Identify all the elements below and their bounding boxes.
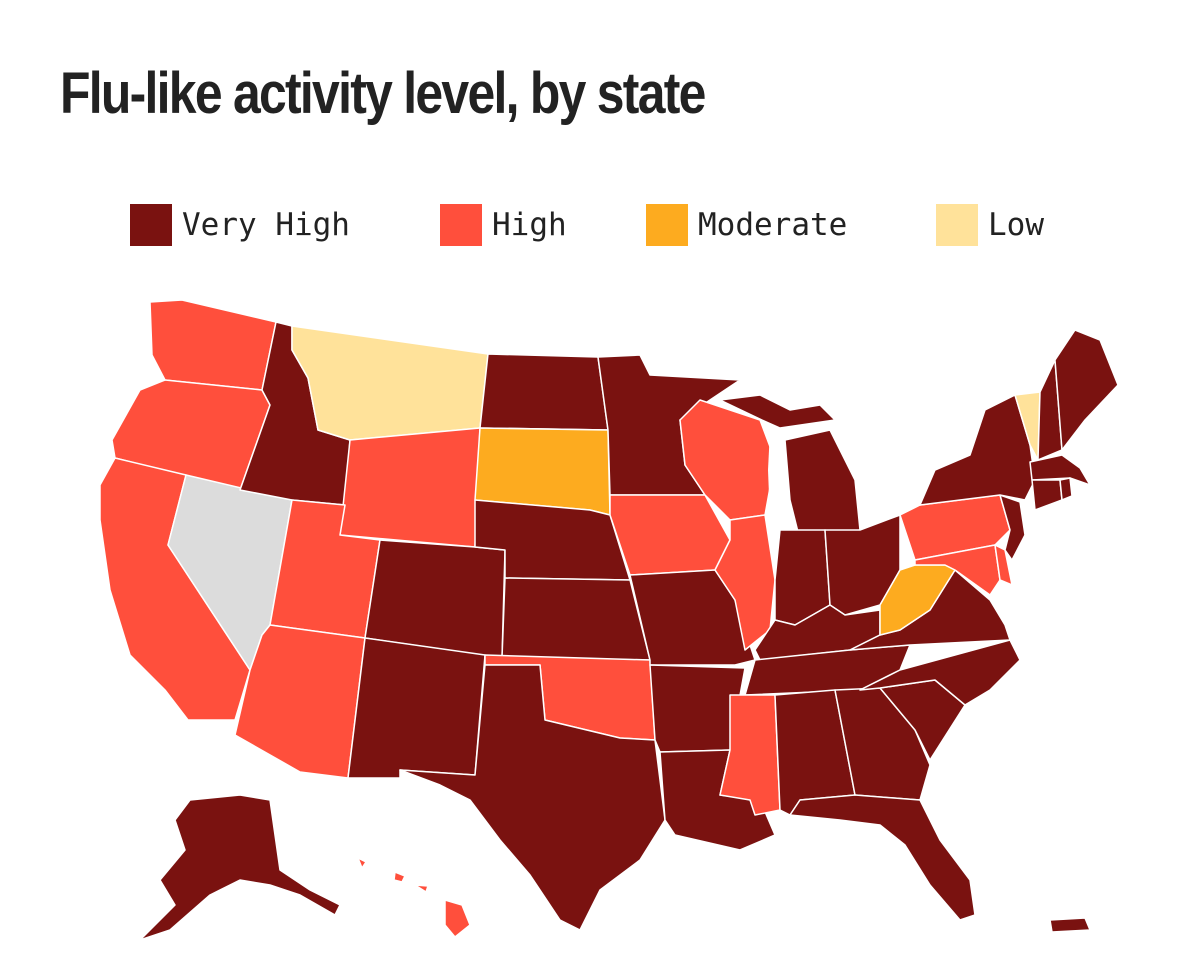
state-nj[interactable]: [999, 494, 1026, 561]
state-tx[interactable]: [399, 664, 666, 931]
state-wy[interactable]: [339, 427, 481, 548]
state-ny[interactable]: [919, 394, 1036, 506]
state-nm[interactable]: [347, 637, 486, 779]
state-pr[interactable]: [1049, 917, 1091, 933]
legend-label-low: Low: [988, 207, 1044, 243]
state-hi[interactable]: [357, 857, 471, 938]
legend-item-moderate: Moderate: [646, 203, 847, 247]
lake-michigan: [768, 430, 790, 530]
legend-swatch-high: [440, 204, 482, 246]
state-nc[interactable]: [859, 639, 1021, 706]
legend-swatch-very-high: [130, 204, 172, 246]
page-title: Flu-like activity level, by state: [60, 61, 706, 126]
legend-swatch-low: [936, 204, 978, 246]
state-ct[interactable]: [1031, 479, 1063, 511]
state-de[interactable]: [994, 544, 1013, 586]
state-mt[interactable]: [291, 325, 489, 441]
legend-item-high: High: [440, 203, 567, 247]
legend-label-very-high: Very High: [182, 207, 350, 243]
state-ia[interactable]: [609, 494, 731, 576]
state-me[interactable]: [1054, 329, 1119, 451]
state-fl[interactable]: [789, 794, 976, 921]
state-wa[interactable]: [149, 299, 277, 391]
legend-swatch-moderate: [646, 204, 688, 246]
state-mi-upper[interactable]: [719, 394, 836, 429]
legend-item-low: Low: [936, 203, 1044, 247]
state-ak[interactable]: [139, 794, 341, 941]
state-ks[interactable]: [501, 577, 651, 661]
legend-item-very-high: Very High: [130, 203, 350, 247]
legend-label-high: High: [492, 207, 567, 243]
state-mi[interactable]: [784, 429, 861, 541]
state-il[interactable]: [714, 514, 776, 651]
legend-label-moderate: Moderate: [698, 207, 848, 243]
state-ri[interactable]: [1059, 477, 1073, 501]
state-nd[interactable]: [479, 353, 609, 431]
